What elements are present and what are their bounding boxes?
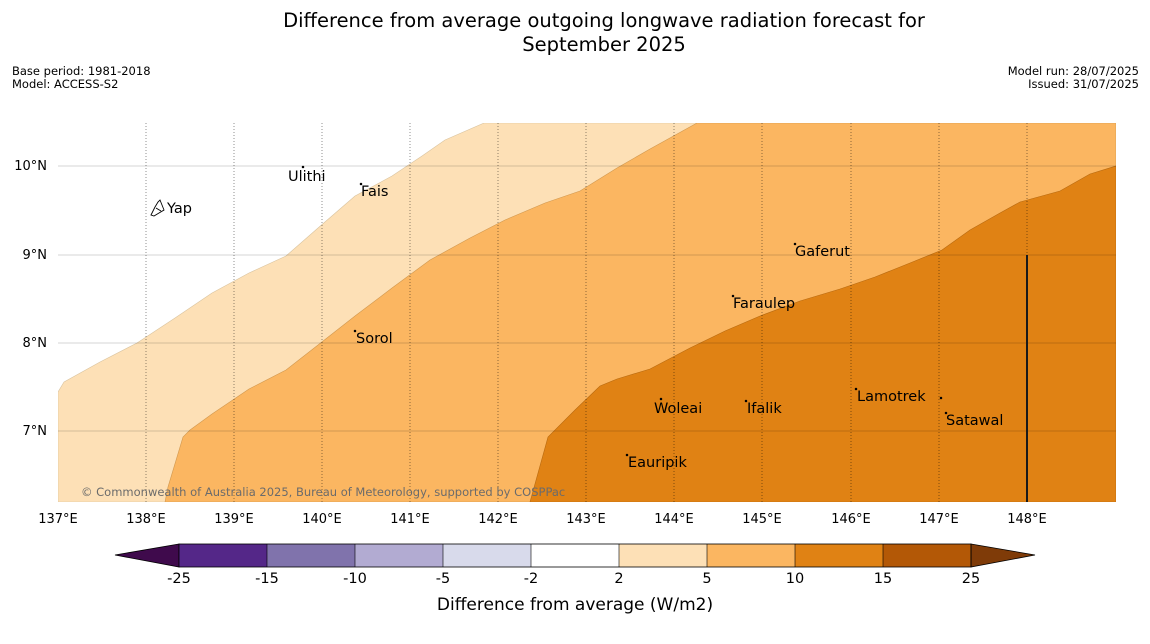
latitude-labels: 10°N 9°N 8°N 7°N (14, 159, 47, 439)
map-gridlines (58, 123, 1116, 502)
place-label-eauripik: Eauripik (628, 455, 687, 471)
place-label-yap: Yap (166, 201, 192, 217)
faraulep-atoll-marker (731, 294, 735, 298)
yap-island-outline (150, 199, 165, 217)
colorbar-tick-6: 2 (614, 571, 623, 587)
place-label-gaferut: Gaferut (795, 244, 850, 260)
colorbar-segment-1 (179, 544, 267, 567)
longitude-labels: 137°E 138°E 139°E 140°E 141°E 142°E 143°… (38, 512, 1047, 527)
colorbar-tick-7: 5 (702, 571, 711, 587)
title-line-2: September 2025 (522, 33, 686, 56)
place-label-fais: Fais (361, 184, 388, 200)
lon-label-146e: 146°E (831, 512, 871, 527)
fais-island-marker (359, 182, 363, 186)
title-line-1: Difference from average outgoing longwav… (283, 9, 925, 32)
place-label-lamotrek: Lamotrek (857, 389, 926, 405)
colorbar: -25 -15 -10 -5 -2 2 5 10 15 25 Differenc… (114, 543, 1036, 615)
lon-label-138e: 138°E (126, 512, 166, 527)
colorbar-tick-2: -15 (255, 571, 279, 587)
map-panel: Yap Ulithi Fais Gaferut Faraulep Sorol L… (58, 123, 1116, 502)
eauripik-atoll-marker (625, 453, 629, 457)
place-label-faraulep: Faraulep (733, 296, 795, 312)
sorol-atoll-marker (353, 329, 357, 333)
lon-label-144e: 144°E (654, 512, 694, 527)
colorbar-segment-5 (531, 544, 619, 567)
gaferut-island-marker (793, 242, 797, 246)
place-label-ifalik: Ifalik (747, 401, 782, 417)
lon-label-145e: 145°E (742, 512, 782, 527)
colorbar-title: Difference from average (W/m2) (437, 595, 713, 615)
base-period: Base period: 1981-2018 (12, 64, 151, 78)
lon-label-141e: 141°E (390, 512, 430, 527)
colorbar-segment-2 (267, 544, 355, 567)
lon-label-140e: 140°E (302, 512, 342, 527)
chart-title: Difference from average outgoing longwav… (0, 9, 1150, 57)
colorbar-extend-high (970, 543, 1036, 568)
lon-label-148e: 148°E (1007, 512, 1047, 527)
model-run: Model run: 28/07/2025 (1007, 64, 1139, 78)
colorbar-extend-low (114, 543, 180, 568)
lat-label-9n: 9°N (23, 248, 48, 263)
colorbar-tick-5: -2 (524, 571, 538, 587)
colorbar-segment-4 (443, 544, 531, 567)
metadata-right: Model run: 28/07/2025 Issued: 31/07/2025 (1008, 65, 1139, 91)
woleai-atoll-marker (659, 397, 663, 401)
lamotrek-atoll-marker (854, 387, 858, 391)
colorbar-tick-10: 25 (962, 571, 980, 587)
colorbar-dividers (266, 544, 884, 567)
colorbar-tick-9: 15 (874, 571, 892, 587)
place-label-sorol: Sorol (356, 331, 393, 347)
colorbar-segment-6 (619, 544, 707, 567)
colorbar-segment-8 (795, 544, 883, 567)
colorbar-tick-1: -25 (167, 571, 191, 587)
copyright-notice: © Commonwealth of Australia 2025, Bureau… (81, 485, 565, 499)
lat-label-8n: 8°N (23, 336, 48, 351)
lon-label-137e: 137°E (38, 512, 78, 527)
colorbar-tick-8: 10 (786, 571, 804, 587)
island-outlines (150, 165, 948, 457)
lamotrek-east-marker (939, 396, 943, 400)
colorbar-segment-7 (707, 544, 795, 567)
colorbar-segment-3 (355, 544, 443, 567)
issued-date: Issued: 31/07/2025 (1028, 77, 1139, 91)
lat-label-7n: 7°N (23, 424, 48, 439)
lon-label-143e: 143°E (566, 512, 606, 527)
fill-10-to-15 (529, 165, 1116, 502)
lon-label-139e: 139°E (214, 512, 254, 527)
lat-label-10n: 10°N (14, 159, 47, 174)
colorbar-outline (178, 543, 972, 568)
metadata-left: Base period: 1981-2018 Model: ACCESS-S2 (12, 65, 151, 91)
place-label-satawal: Satawal (946, 413, 1003, 429)
satawal-island-marker (944, 411, 948, 415)
ulithi-atoll-marker (301, 165, 305, 169)
place-labels: Yap Ulithi Fais Gaferut Faraulep Sorol L… (166, 169, 1003, 471)
place-label-ulithi: Ulithi (288, 169, 326, 185)
colorbar-tick-4: -5 (436, 571, 450, 587)
lon-label-147e: 147°E (919, 512, 959, 527)
colorbar-segment-9 (883, 544, 971, 567)
place-label-woleai: Woleai (654, 401, 702, 417)
colorbar-tick-3: -10 (343, 571, 367, 587)
lon-label-142e: 142°E (478, 512, 518, 527)
ifalik-atoll-marker (744, 399, 748, 403)
model-name: Model: ACCESS-S2 (12, 77, 119, 91)
